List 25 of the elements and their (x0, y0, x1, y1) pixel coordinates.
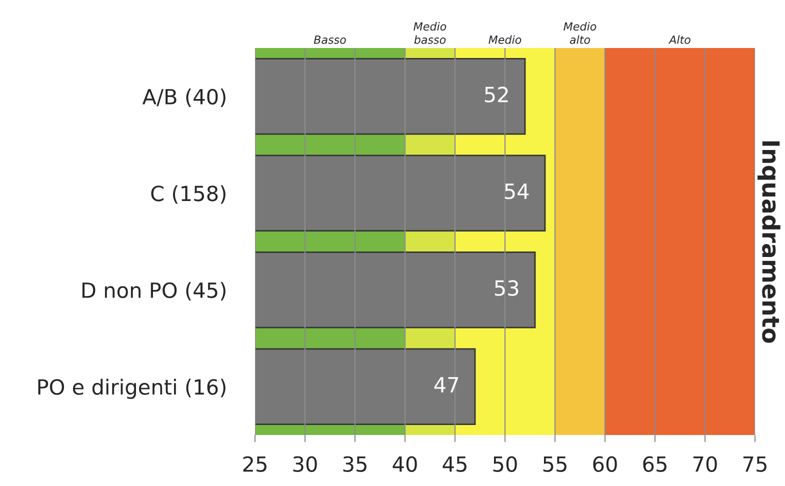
x-tick-label: 50 (493, 456, 517, 472)
band-label: Medio basso (414, 22, 446, 44)
x-tick-label: 70 (693, 456, 717, 472)
data-label: 54 (504, 184, 529, 200)
x-tick-label: 25 (243, 456, 266, 472)
x-tick-label: 30 (293, 456, 317, 472)
x-tick-label: 75 (743, 456, 766, 472)
data-label: 53 (494, 280, 518, 296)
y-axis-title: Inquadramento (758, 141, 780, 343)
band-label: Medio alto (564, 22, 596, 44)
data-label: 47 (434, 377, 458, 392)
y-tick-label: A/B (40) (142, 88, 226, 108)
y-tick-label: C (158) (151, 185, 226, 204)
x-tick-label: 65 (643, 456, 666, 472)
y-tick-label: PO e dirigenti (16) (38, 378, 226, 399)
x-tick-label: 35 (343, 456, 366, 472)
x-tick-label: 40 (392, 456, 417, 472)
band-label: Alto (668, 35, 690, 44)
band-label: Medio (488, 35, 522, 44)
x-tick-label: 45 (442, 456, 466, 472)
x-tick-label: 60 (593, 456, 617, 472)
data-label: 52 (484, 86, 508, 102)
x-tick-label: 55 (543, 456, 566, 472)
band-label: Basso (314, 36, 346, 44)
y-tick-label: D non PO (45) (82, 282, 226, 301)
